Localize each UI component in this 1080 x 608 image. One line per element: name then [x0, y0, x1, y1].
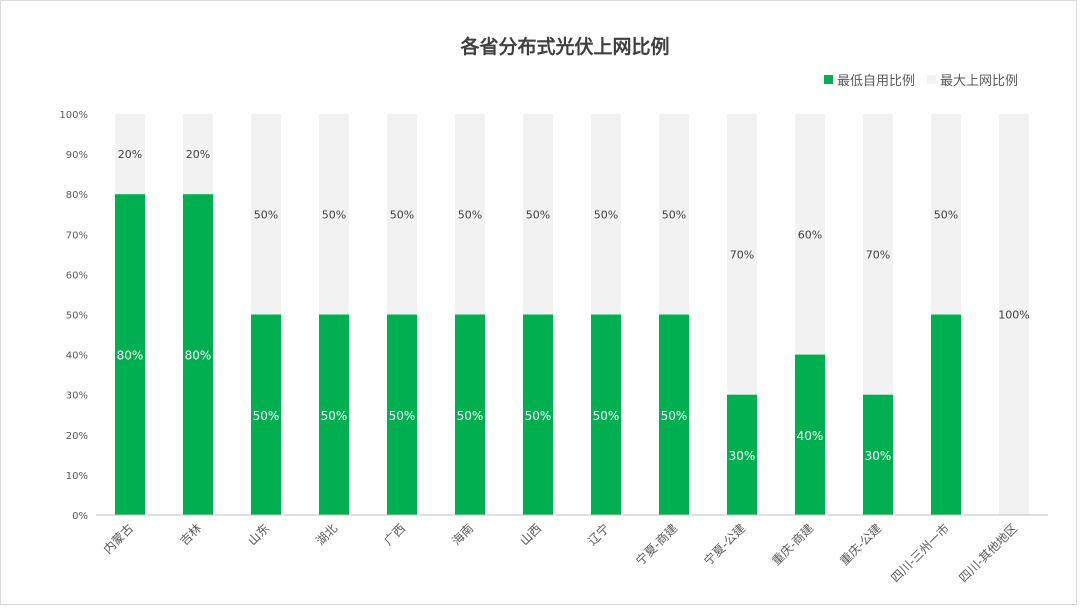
data-label-min-self-use: 80%	[117, 349, 144, 363]
bar-min-self-use	[727, 394, 757, 515]
chart-title: 各省分布式光伏上网比例	[460, 36, 670, 58]
bar-max-grid	[863, 114, 893, 395]
data-label-max-grid: 70%	[730, 248, 754, 261]
x-category-label: 四川-三州一市	[888, 521, 953, 586]
bar-max-grid	[387, 114, 417, 315]
bar-min-self-use	[659, 314, 689, 515]
data-label-max-grid: 50%	[390, 208, 414, 221]
x-category-label: 山东	[245, 521, 272, 548]
data-label-max-grid: 70%	[866, 248, 890, 261]
bar-max-grid	[455, 114, 485, 315]
data-label-max-grid: 50%	[594, 208, 618, 221]
y-tick-label: 60%	[66, 270, 88, 281]
data-label-min-self-use: 50%	[457, 409, 484, 423]
bar-min-self-use	[115, 194, 145, 515]
x-category-label: 重庆-商建	[769, 521, 817, 569]
data-label-max-grid: 100%	[998, 309, 1029, 322]
y-tick-label: 80%	[66, 190, 88, 201]
x-category-label: 广西	[381, 521, 408, 548]
bar-max-grid	[115, 114, 145, 195]
bar-max-grid	[591, 114, 621, 315]
bar-min-self-use	[455, 314, 485, 515]
data-label-min-self-use: 30%	[729, 449, 756, 463]
legend-entry-min-self-use: 最低自用比例	[823, 70, 915, 89]
data-label-min-self-use: 50%	[389, 409, 416, 423]
x-category-label: 四川-其他地区	[956, 521, 1020, 585]
y-tick-label: 40%	[66, 351, 88, 362]
data-label-min-self-use: 40%	[797, 429, 824, 443]
bar-min-self-use	[863, 394, 893, 515]
bar-max-grid	[319, 114, 349, 315]
legend-label-max-grid: 最大上网比例	[939, 74, 1018, 89]
legend-swatch-min-self-use	[823, 75, 833, 84]
x-category-label: 内蒙古	[100, 521, 136, 557]
bar-max-grid	[727, 114, 757, 395]
bar-max-grid	[931, 114, 961, 315]
data-label-min-self-use: 50%	[321, 409, 348, 423]
bar-max-grid	[999, 114, 1029, 515]
bar-max-grid	[659, 114, 689, 315]
bar-min-self-use	[251, 314, 281, 515]
x-category-label: 吉林	[177, 521, 204, 548]
data-label-max-grid: 50%	[934, 208, 958, 221]
legend-label-min-self-use: 最低自用比例	[836, 74, 915, 89]
y-tick-label: 100%	[59, 110, 88, 121]
data-label-min-self-use: 80%	[185, 349, 212, 363]
legend: 最低自用比例 最大上网比例	[823, 70, 1018, 89]
data-label-max-grid: 50%	[526, 208, 550, 221]
x-category-label: 宁夏-商建	[633, 521, 681, 569]
data-label-min-self-use: 50%	[525, 409, 552, 423]
legend-swatch-max-grid	[926, 75, 936, 84]
x-category-label: 重庆-公建	[837, 521, 884, 568]
x-category-label: 辽宁	[585, 521, 613, 549]
x-category-label: 海南	[449, 521, 477, 549]
data-label-max-grid: 50%	[322, 208, 346, 221]
y-tick-label: 90%	[66, 150, 88, 161]
data-label-min-self-use: 50%	[253, 409, 280, 423]
y-tick-label: 10%	[66, 471, 88, 482]
bar-max-grid	[795, 114, 825, 355]
x-category-label: 山西	[517, 521, 544, 548]
data-label-max-grid: 50%	[458, 208, 482, 221]
data-label-min-self-use: 30%	[865, 449, 892, 463]
bar-min-self-use	[183, 194, 213, 515]
bar-min-self-use	[591, 314, 621, 515]
y-tick-label: 70%	[66, 230, 88, 241]
legend-entry-max-grid: 最大上网比例	[926, 70, 1018, 89]
data-label-min-self-use: 50%	[661, 409, 688, 423]
data-label-max-grid: 20%	[118, 148, 142, 161]
data-label-max-grid: 50%	[254, 208, 278, 221]
bar-min-self-use	[387, 314, 417, 515]
x-category-label: 湖北	[313, 521, 341, 549]
bar-min-self-use	[931, 314, 961, 515]
bar-max-grid	[183, 114, 213, 195]
bar-min-self-use	[523, 314, 553, 515]
bar-min-self-use	[319, 314, 349, 515]
x-category-label: 宁夏-公建	[701, 521, 749, 569]
bar-max-grid	[251, 114, 281, 315]
bar-min-self-use	[795, 354, 825, 515]
y-tick-label: 30%	[66, 391, 88, 402]
data-label-max-grid: 60%	[798, 228, 822, 241]
data-label-min-self-use: 50%	[593, 409, 620, 423]
y-tick-label: 50%	[66, 311, 88, 322]
bar-max-grid	[523, 114, 553, 315]
data-label-max-grid: 50%	[662, 208, 686, 221]
y-tick-label: 20%	[66, 431, 88, 442]
y-tick-label: 0%	[72, 511, 88, 522]
data-label-max-grid: 20%	[186, 148, 210, 161]
